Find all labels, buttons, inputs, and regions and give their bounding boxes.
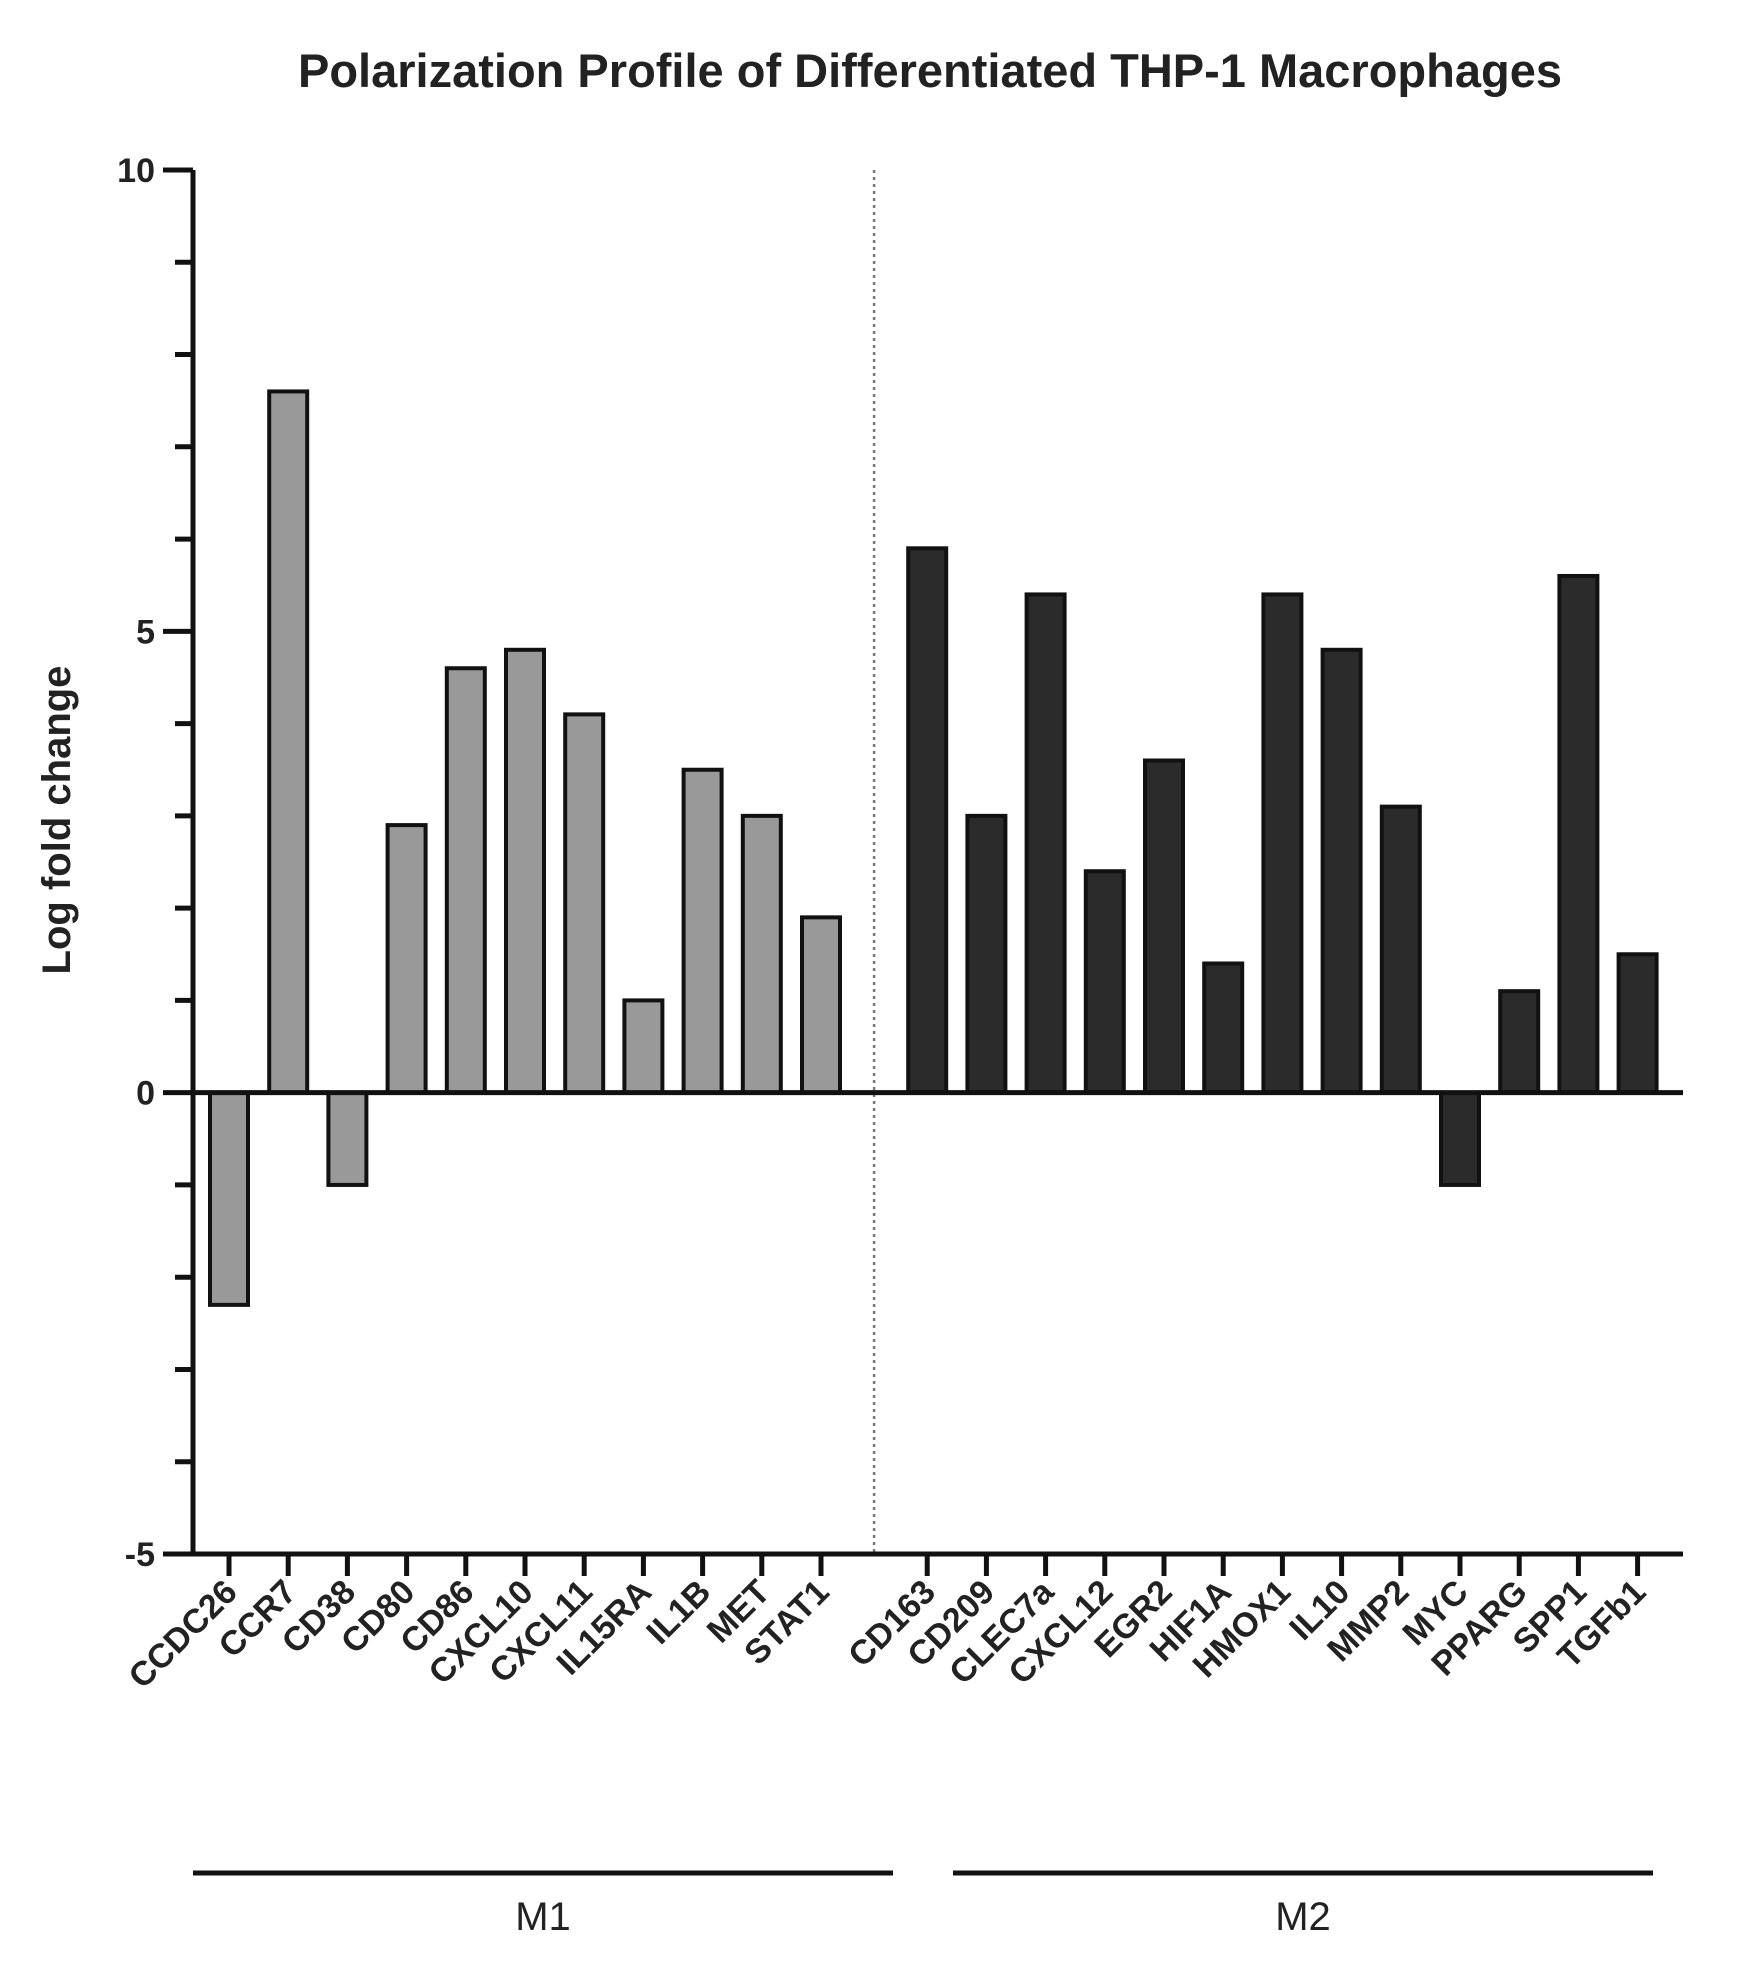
bar-IL1B [681, 767, 724, 1095]
y-tick-label-5: 5 [136, 613, 155, 651]
bar-MMP2 [1379, 804, 1422, 1095]
bar-SPP1 [1557, 573, 1600, 1095]
bar-CXCL11 [563, 712, 606, 1095]
bar-MET [740, 813, 783, 1095]
bar-HIF1A [1202, 961, 1245, 1095]
y-tick-label--5: -5 [125, 1536, 155, 1574]
y-tick-label-0: 0 [136, 1075, 155, 1113]
group-label-M2: M2 [1275, 1895, 1331, 1939]
group-label-M1: M1 [515, 1895, 571, 1939]
bar-IL15RA [622, 998, 665, 1095]
bar-CCDC26 [208, 1090, 250, 1307]
bar-STAT1 [800, 915, 842, 1095]
x-tick-label-IL1B: IL1B [639, 1573, 718, 1652]
bar-EGR2 [1143, 758, 1185, 1095]
plot-layer: -50510CCDC26CCR7CD38CD80CD86CXCL10CXCL11… [117, 152, 1683, 1939]
bar-PPARG [1498, 989, 1541, 1095]
bar-HMOX1 [1261, 592, 1304, 1095]
bar-CD209 [965, 813, 1008, 1095]
bar-IL10 [1320, 647, 1363, 1095]
y-axis-title: Log fold change [35, 666, 79, 975]
chart-title: Polarization Profile of Differentiated T… [298, 44, 1562, 97]
bar-CXCL12 [1083, 869, 1126, 1095]
bar-CLEC7a [1024, 592, 1067, 1095]
bar-CD163 [906, 546, 949, 1095]
bar-CXCL10 [504, 647, 546, 1095]
y-tick-label-10: 10 [117, 152, 155, 190]
bar-TGFb1 [1616, 952, 1659, 1095]
bar-MYC [1439, 1090, 1481, 1187]
bar-CD86 [444, 666, 487, 1095]
bar-CD80 [385, 823, 428, 1095]
bar-CD38 [326, 1090, 369, 1187]
bar-CCR7 [267, 389, 310, 1095]
